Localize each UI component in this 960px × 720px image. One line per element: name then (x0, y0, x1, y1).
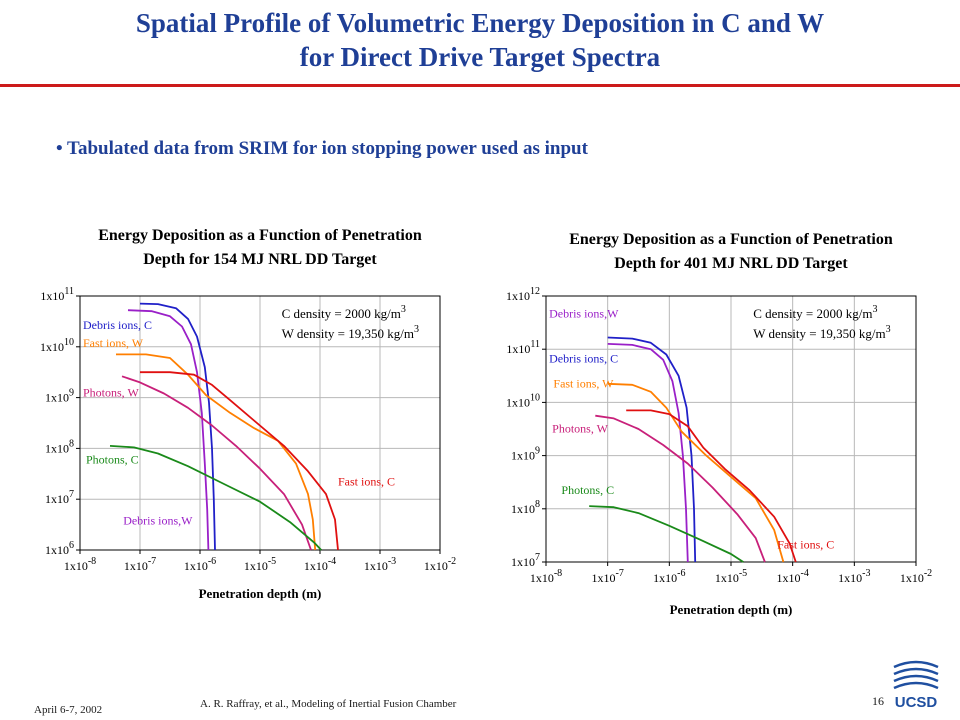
series-line (607, 336, 697, 563)
bullet-point: • Tabulated data from SRIM for ion stopp… (56, 138, 588, 159)
footer-date: April 6-7, 2002 (34, 704, 103, 716)
series-line (127, 309, 210, 551)
x-tick-label: 1x10-5 (715, 568, 747, 585)
c-density-annotation: C density = 2000 kg/m3 (282, 304, 406, 321)
page-number: 16 (872, 694, 884, 708)
ucsd-logo: UCSD (893, 660, 939, 710)
logo-text: UCSD (895, 694, 938, 710)
series-label: Photons, C (86, 453, 139, 467)
series-label: Fast ions, W (83, 336, 144, 350)
series-label: Fast ions, W (553, 377, 614, 391)
y-tick-label: 1x1011 (40, 286, 74, 303)
chart-title-line1: Energy Deposition as a Function of Penet… (569, 231, 893, 248)
slide-title-line2: for Direct Drive Target Spectra (299, 42, 661, 72)
series-label: Photons, C (561, 483, 614, 497)
series-line (121, 375, 312, 551)
y-tick-label: 1x1011 (506, 339, 540, 356)
w-density-annotation: W density = 19,350 kg/m3 (282, 324, 419, 341)
series-line (589, 505, 744, 563)
slide-title: Spatial Profile of Volumetric Energy Dep… (0, 6, 960, 74)
x-tick-label: 1x10-4 (776, 568, 808, 585)
series-line (607, 382, 785, 563)
y-tick-label: 1x108 (45, 438, 74, 455)
x-tick-label: 1x10-3 (838, 568, 870, 585)
y-tick-label: 1x1010 (40, 337, 74, 354)
x-tick-label: 1x10-3 (364, 556, 396, 573)
y-tick-label: 1x1012 (506, 286, 540, 303)
y-tick-label: 1x108 (511, 499, 540, 516)
series-label: Debris ions,W (123, 514, 193, 528)
x-tick-label: 1x10-6 (653, 568, 685, 585)
series-label: Debris ions,W (549, 306, 619, 320)
series-label: Photons, W (83, 386, 139, 400)
y-tick-label: 1x107 (511, 552, 540, 569)
series-label: Debris ions, C (549, 352, 618, 366)
series-line (626, 409, 797, 563)
x-tick-label: 1x10-7 (591, 568, 623, 585)
x-tick-label: 1x10-2 (424, 556, 456, 573)
y-tick-label: 1x107 (45, 489, 74, 506)
series-line (595, 414, 766, 563)
series-label: Photons, W (552, 422, 608, 436)
series-label: Fast ions, C (338, 474, 395, 488)
y-tick-label: 1x109 (511, 446, 540, 463)
title-divider (0, 84, 960, 87)
chart-401mj: Energy Deposition as a Function of Penet… (506, 231, 932, 617)
x-tick-label: 1x10-7 (124, 556, 156, 573)
x-tick-label: 1x10-8 (64, 556, 96, 573)
w-density-annotation: W density = 19,350 kg/m3 (753, 324, 890, 341)
x-tick-label: 1x10-2 (900, 568, 932, 585)
series-line (140, 371, 339, 551)
y-tick-label: 1x1010 (506, 392, 540, 409)
chart-title-line2: Depth for 401 MJ NRL DD Target (614, 255, 848, 272)
x-axis-label: Penetration depth (m) (670, 602, 793, 617)
series-line (116, 353, 317, 551)
y-tick-label: 1x109 (45, 388, 74, 405)
x-axis-label: Penetration depth (m) (199, 586, 322, 601)
footer-citation: A. R. Raffray, et al., Modeling of Inert… (200, 698, 457, 710)
x-tick-label: 1x10-8 (530, 568, 562, 585)
series-line (607, 343, 689, 563)
x-tick-label: 1x10-4 (304, 556, 336, 573)
series-line (109, 445, 322, 551)
x-tick-label: 1x10-5 (244, 556, 276, 573)
series-label: Debris ions, C (83, 318, 152, 332)
series-label: Fast ions, C (777, 538, 834, 552)
chart-title-line2: Depth for 154 MJ NRL DD Target (143, 251, 377, 268)
chart-title-line1: Energy Deposition as a Function of Penet… (98, 227, 422, 244)
chart-154mj: Energy Deposition as a Function of Penet… (40, 227, 456, 601)
c-density-annotation: C density = 2000 kg/m3 (753, 304, 877, 321)
y-tick-label: 1x106 (45, 540, 74, 557)
series-line (139, 302, 216, 551)
x-tick-label: 1x10-6 (184, 556, 216, 573)
slide-title-line1: Spatial Profile of Volumetric Energy Dep… (135, 8, 825, 38)
